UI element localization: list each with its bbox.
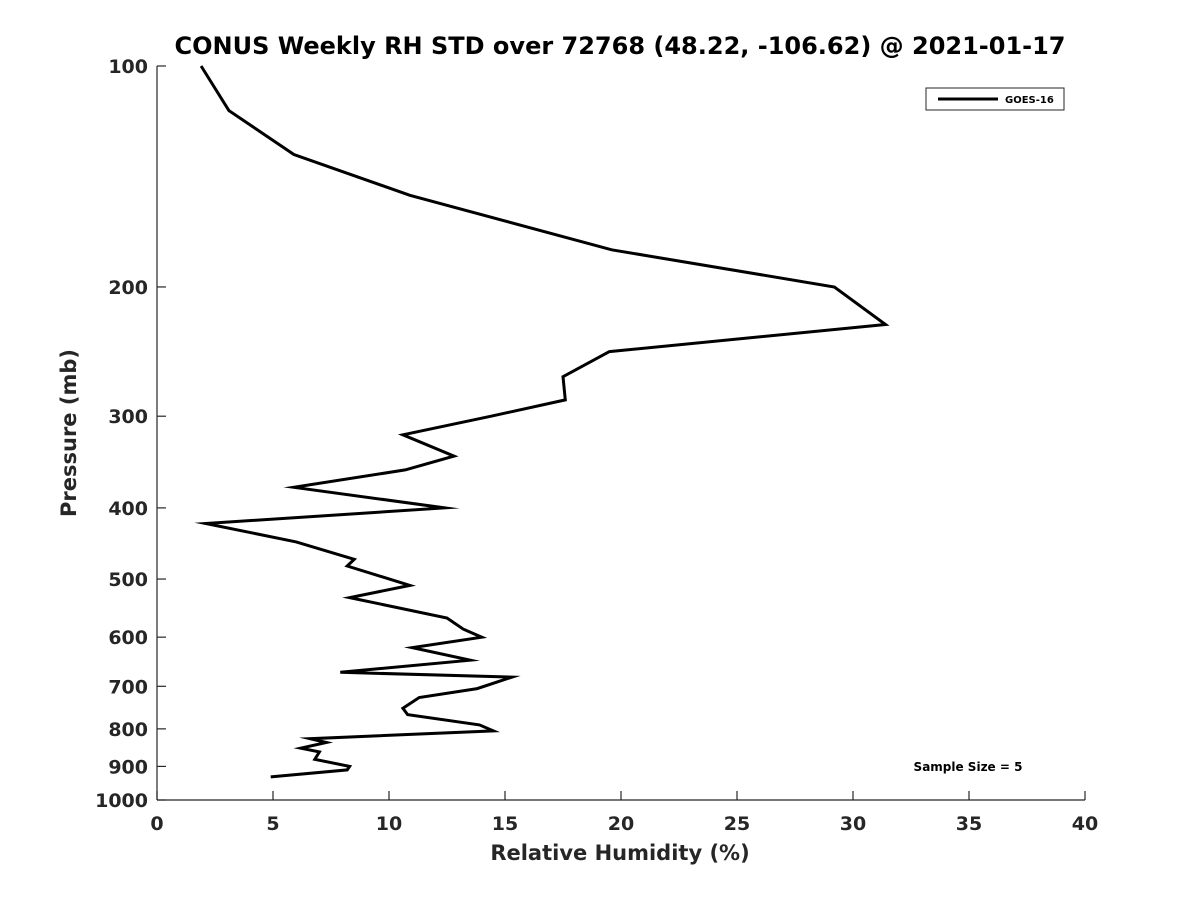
x-tick-label: 35 [956, 813, 982, 835]
legend-label-goes-16: GOES-16 [1005, 95, 1054, 106]
x-axis-label: Relative Humidity (%) [490, 841, 749, 865]
y-tick-label: 200 [108, 277, 148, 299]
y-tick-label: 900 [108, 756, 148, 778]
x-tick-label: 5 [266, 813, 279, 835]
y-tick-label: 300 [108, 406, 148, 428]
y-tick-label: 800 [108, 719, 148, 741]
x-tick-label: 30 [840, 813, 866, 835]
x-tick-label: 25 [724, 813, 750, 835]
x-tick-label: 20 [608, 813, 634, 835]
x-tick-label: 0 [150, 813, 163, 835]
y-tick-label: 400 [108, 498, 148, 520]
x-tick-label: 10 [376, 813, 402, 835]
y-tick-label: 600 [108, 627, 148, 649]
series-line-goes-16 [194, 65, 890, 779]
y-axis-label: Pressure (mb) [57, 349, 81, 517]
axes: 0 5 10 15 20 25 30 35 40 100 200 300 400 500 600 700 800… [95, 56, 1098, 835]
series-layer [194, 65, 890, 779]
chart-title: CONUS Weekly RH STD over 72768 (48.22, -… [174, 32, 1065, 60]
x-tick-label: 40 [1072, 813, 1098, 835]
y-tick-label: 100 [108, 56, 148, 78]
y-tick-label: 700 [108, 676, 148, 698]
legend: GOES-16 [925, 87, 1065, 111]
y-tick-label: 500 [108, 569, 148, 591]
sample-size-annotation: Sample Size = 5 [914, 760, 1023, 774]
x-tick-label: 15 [492, 813, 518, 835]
y-tick-label: 1000 [95, 790, 148, 812]
